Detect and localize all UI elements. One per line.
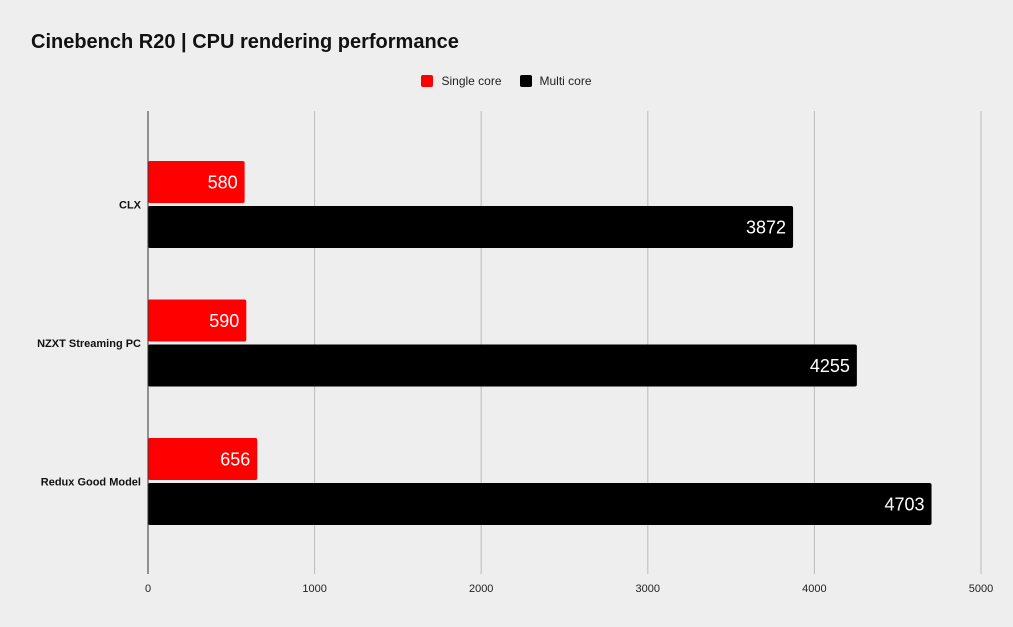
x-tick-label-3000: 3000 (636, 583, 660, 595)
axes: 0 1000 2000 3000 4000 5000 CLX NZXT Streaming P… (37, 111, 993, 595)
data-label-single-core-2: 656 (220, 450, 250, 470)
data-label-multi-core-0: 3872 (746, 218, 786, 238)
bar-multi-core-0 (148, 206, 794, 248)
legend-label-multi-core: Multi core (539, 74, 592, 88)
category-label-2: Redux Good Model (41, 477, 141, 489)
bar-multi-core-2 (148, 483, 932, 525)
category-label-0: CLX (119, 200, 142, 212)
x-tick-label-4000: 4000 (802, 583, 826, 595)
legend-swatch-multi-core (519, 75, 532, 87)
bar-single-core-0 (148, 161, 245, 203)
data-label-single-core-1: 590 (209, 311, 239, 331)
chart-title: Cinebench R20 | CPU rendering performanc… (31, 31, 459, 53)
x-tick-label-0: 0 (145, 583, 151, 595)
legend: Single core Multi core (0, 74, 1013, 88)
bar-single-core-1 (148, 299, 247, 342)
x-tick-label-2000: 2000 (469, 583, 493, 595)
bars: 580 3872 590 4255 656 4703 (148, 161, 932, 525)
data-label-multi-core-2: 4703 (884, 495, 924, 515)
legend-swatch-single-core (421, 75, 434, 87)
legend-label-single-core: Single core (441, 74, 502, 88)
data-label-single-core-0: 580 (208, 173, 238, 193)
legend-item-multi-core: Multi core (519, 74, 592, 88)
category-label-1: NZXT Streaming PC (37, 338, 141, 350)
data-label-multi-core-1: 4255 (810, 356, 850, 376)
bar-multi-core-1 (148, 344, 857, 387)
bar-single-core-2 (148, 438, 258, 480)
legend-item-single-core: Single core (421, 74, 502, 88)
x-tick-label-5000: 5000 (969, 583, 993, 595)
x-tick-label-1000: 1000 (302, 583, 326, 595)
